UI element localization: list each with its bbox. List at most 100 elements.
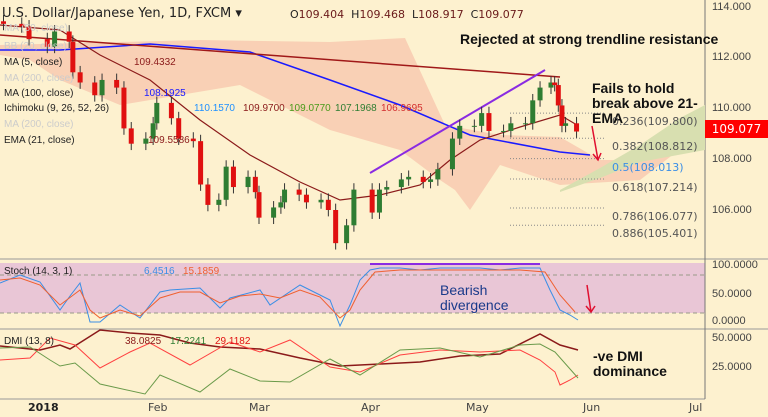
fib-level-label: 0.786(106.077) <box>612 210 698 224</box>
legend-ema21[interactable]: EMA (21, close) <box>4 135 75 146</box>
candle <box>486 113 492 131</box>
price-tick: 110.000 <box>712 102 751 114</box>
candle <box>318 199 324 203</box>
candle <box>351 189 357 226</box>
candle <box>333 210 339 244</box>
candle <box>252 176 258 193</box>
ichimoku-cloud <box>0 38 705 210</box>
ma5-value: 109.4332 <box>134 57 176 68</box>
legend-ma100[interactable]: MA (100, close) <box>4 88 74 99</box>
date-tick: Mar <box>249 401 270 414</box>
candle <box>256 192 262 218</box>
candle <box>398 179 404 188</box>
ma100-value: 108.1925 <box>144 88 186 99</box>
candle <box>537 87 543 101</box>
symbol-title: U.S. Dollar/Japanese Yen, 1D, FXCM <box>2 6 232 21</box>
o-label: O <box>290 8 299 21</box>
down-arrow-icon <box>585 284 596 314</box>
candle <box>1 21 6 24</box>
trendline-resistance <box>0 34 561 78</box>
legend-ma5[interactable]: MA (5, close) <box>4 57 63 68</box>
candle <box>376 189 382 213</box>
date-tick: Jun <box>583 401 601 414</box>
candle <box>530 100 536 124</box>
ichimoku-value: 106.9695 <box>381 103 423 114</box>
candle <box>154 102 160 124</box>
trendline-support <box>369 69 546 174</box>
candle <box>230 166 236 188</box>
legend-ichimoku[interactable]: Ichimoku (9, 26, 52, 26) <box>4 103 110 114</box>
candle <box>501 130 507 132</box>
chart-title[interactable]: U.S. Dollar/Japanese Yen, 1D, FXCM ▾ <box>2 6 242 21</box>
legend-hidden-ma50[interactable]: MA (50, close) <box>4 23 68 34</box>
candle <box>384 187 390 190</box>
candle <box>420 176 426 182</box>
candle <box>479 113 485 126</box>
candle <box>282 189 288 203</box>
fib-level-label: 0.236(109.800) <box>612 115 698 129</box>
candle <box>99 79 105 96</box>
candle <box>508 123 514 131</box>
adx-value: 38.0825 <box>125 336 162 347</box>
candle <box>457 125 463 139</box>
price-tick: 114.000 <box>712 1 751 13</box>
date-tick: Jul <box>689 401 703 414</box>
price-tick: 106.000 <box>712 204 752 216</box>
date-tick: Apr <box>361 401 381 414</box>
candle <box>176 118 182 139</box>
candle <box>70 41 76 73</box>
legend-stoch[interactable]: Stoch (14, 3, 1) <box>4 266 73 277</box>
candle <box>574 123 580 132</box>
candle <box>369 189 375 213</box>
candle <box>168 102 174 119</box>
plus-di-value: 17.2241 <box>170 336 207 347</box>
candle <box>406 176 412 180</box>
legend-hidden-ma200[interactable]: MA (200, close) <box>4 73 74 84</box>
fib-level-label: 0.886(105.401) <box>612 227 698 241</box>
candle <box>471 125 477 127</box>
candle <box>552 82 558 86</box>
candle <box>522 123 528 125</box>
candle <box>428 179 434 182</box>
h-label: H <box>351 8 360 21</box>
candle <box>205 184 211 205</box>
date-tick: May <box>466 401 489 414</box>
adx-line <box>0 329 579 367</box>
candle <box>548 82 554 88</box>
ema21-value: 109.5586 <box>148 135 190 146</box>
candle <box>563 123 569 126</box>
candle <box>559 105 565 126</box>
legend-dmi[interactable]: DMI (13, 8) <box>4 336 55 347</box>
ichimoku-cloud-future <box>560 105 705 192</box>
candle <box>190 138 196 142</box>
fib-level-label: 0.5(108.013) <box>612 160 684 174</box>
candle <box>216 199 222 205</box>
legend-hidden-bb[interactable]: BB (20, close) <box>4 41 67 52</box>
candle <box>19 23 25 27</box>
candle <box>128 128 134 144</box>
minus-di-value: 29.1182 <box>215 336 251 347</box>
annotation-bearish: Bearish divergence <box>440 282 509 313</box>
stoch-d-line <box>0 269 576 319</box>
open-value: 109.404 <box>298 8 345 21</box>
candle <box>143 138 149 144</box>
ma100-line <box>0 43 591 156</box>
candle <box>435 169 441 180</box>
fib-level-label: 0.618(107.214) <box>612 181 698 195</box>
c-label: C <box>470 8 479 21</box>
ichimoku-value: 109.9700 <box>243 103 285 114</box>
high-value: 109.468 <box>359 8 405 21</box>
date-tick: Feb <box>148 401 168 414</box>
candle <box>121 87 127 129</box>
legend-hidden-ma200b[interactable]: MA (200, close) <box>4 119 74 130</box>
stoch-k-value: 6.4516 <box>144 266 175 277</box>
low-value: 108.917 <box>418 8 464 21</box>
ema21-line <box>0 24 578 201</box>
stoch-d-value: 15.1859 <box>183 266 220 277</box>
l-label: L <box>411 8 419 21</box>
candle <box>303 194 309 203</box>
annotation-dmi: -ve DMI dominance <box>593 348 667 379</box>
ohlc-readout: O109.404 H109.468 L108.917 C109.077 <box>290 8 524 21</box>
candle <box>44 39 50 47</box>
